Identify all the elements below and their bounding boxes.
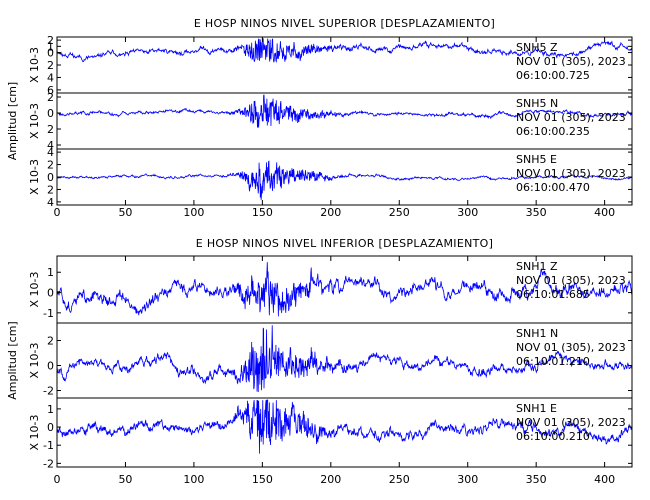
trace-annotation: SNH5 Z xyxy=(516,41,558,54)
chart-group-2: E HOSP NINOS NIVEL INFERIOR [DESPLAZAMIE… xyxy=(6,237,633,486)
trace-annotation: SNH5 N xyxy=(516,97,558,110)
y-tick-label: 6 xyxy=(47,84,54,97)
y-tick-label: 0 xyxy=(47,287,54,300)
x-tick-label: 350 xyxy=(526,206,547,219)
x-tick-label: 200 xyxy=(320,473,341,486)
trace-annotation: SNH5 E xyxy=(516,153,557,166)
x-tick-label: 150 xyxy=(252,206,273,219)
x-tick-label: 400 xyxy=(594,473,615,486)
trace-annotation: 06:10:00.235 xyxy=(516,125,590,138)
waveform-line xyxy=(56,94,633,128)
unit-label: X 10-3 xyxy=(28,47,41,83)
x-tick-label: 200 xyxy=(320,206,341,219)
trace-annotation: NOV 01 (305), 2023 xyxy=(516,167,626,180)
trace-annotation: SNH1 N xyxy=(516,327,558,340)
x-tick-label: 250 xyxy=(389,206,410,219)
trace-annotation: NOV 01 (305), 2023 xyxy=(516,416,626,429)
trace-annotation: 06:10:00.470 xyxy=(516,181,590,194)
x-tick-label: 100 xyxy=(183,473,204,486)
trace-annotation: NOV 01 (305), 2023 xyxy=(516,55,626,68)
x-tick-label: 50 xyxy=(118,473,132,486)
trace-annotation: NOV 01 (305), 2023 xyxy=(516,341,626,354)
trace-annotation: SNH1 E xyxy=(516,402,557,415)
y-tick-label: 0 xyxy=(47,421,54,434)
y-tick-label: -1 xyxy=(43,307,54,320)
waveform-line xyxy=(56,38,633,63)
waveform-line xyxy=(56,160,633,200)
trace-annotation: 06:10:00.725 xyxy=(516,69,590,82)
y-tick-label: 4 xyxy=(47,139,54,152)
y-tick-label: 2 xyxy=(47,183,54,196)
y-tick-label: 4 xyxy=(47,146,54,159)
y-tick-label: 4 xyxy=(47,196,54,209)
y-tick-label: -2 xyxy=(43,457,54,470)
y-tick-label: 2 xyxy=(47,59,54,72)
x-tick-label: 300 xyxy=(457,473,478,486)
y-tick-label: -2 xyxy=(43,385,54,398)
x-tick-label: 0 xyxy=(54,206,61,219)
y-tick-label: 0 xyxy=(47,171,54,184)
y-tick-label: -1 xyxy=(43,439,54,452)
x-tick-label: 300 xyxy=(457,206,478,219)
x-tick-label: 50 xyxy=(118,206,132,219)
unit-label: X 10-3 xyxy=(28,272,41,308)
y-tick-label: 2 xyxy=(47,34,54,47)
x-tick-label: 400 xyxy=(594,206,615,219)
y-tick-label: 4 xyxy=(47,71,54,84)
chart-title: E HOSP NINOS NIVEL INFERIOR [DESPLAZAMIE… xyxy=(196,237,493,250)
y-tick-label: 0 xyxy=(47,47,54,60)
y-tick-label: 0 xyxy=(47,360,54,373)
trace-annotation: 06:10:01.685 xyxy=(516,288,590,301)
x-tick-label: 150 xyxy=(252,473,273,486)
trace-annotation: NOV 01 (305), 2023 xyxy=(516,111,626,124)
chart-title: E HOSP NINOS NIVEL SUPERIOR [DESPLAZAMIE… xyxy=(194,17,495,30)
trace-annotation: SNH1 Z xyxy=(516,260,558,273)
x-tick-label: 350 xyxy=(526,473,547,486)
y-tick-label: 2 xyxy=(47,91,54,104)
waveform-line xyxy=(56,262,633,317)
unit-label: X 10-3 xyxy=(28,159,41,195)
trace-annotation: NOV 01 (305), 2023 xyxy=(516,274,626,287)
y-tick-label: 1 xyxy=(47,266,54,279)
y-axis-label: Amplitud [cm] xyxy=(6,82,19,160)
unit-label: X 10-3 xyxy=(28,343,41,379)
trace-annotation: 06:10:00.210 xyxy=(516,430,590,443)
waveform-line xyxy=(56,325,633,393)
x-tick-label: 100 xyxy=(183,206,204,219)
y-tick-label: 2 xyxy=(47,335,54,348)
unit-label: X 10-3 xyxy=(28,103,41,139)
x-tick-label: 250 xyxy=(389,473,410,486)
y-tick-label: 1 xyxy=(47,403,54,416)
y-axis-label: Amplitud [cm] xyxy=(6,321,19,399)
chart-group-1: E HOSP NINOS NIVEL SUPERIOR [DESPLAZAMIE… xyxy=(6,17,633,219)
y-tick-label: 2 xyxy=(47,123,54,136)
panel-frame xyxy=(56,397,633,468)
y-tick-label: 0 xyxy=(47,107,54,120)
y-tick-label: 2 xyxy=(47,159,54,172)
waveform-line xyxy=(56,399,633,454)
y-tick-label: 1 xyxy=(47,40,54,53)
unit-label: X 10-3 xyxy=(28,415,41,451)
trace-annotation: 06:10:01.210 xyxy=(516,355,590,368)
x-tick-label: 0 xyxy=(54,473,61,486)
